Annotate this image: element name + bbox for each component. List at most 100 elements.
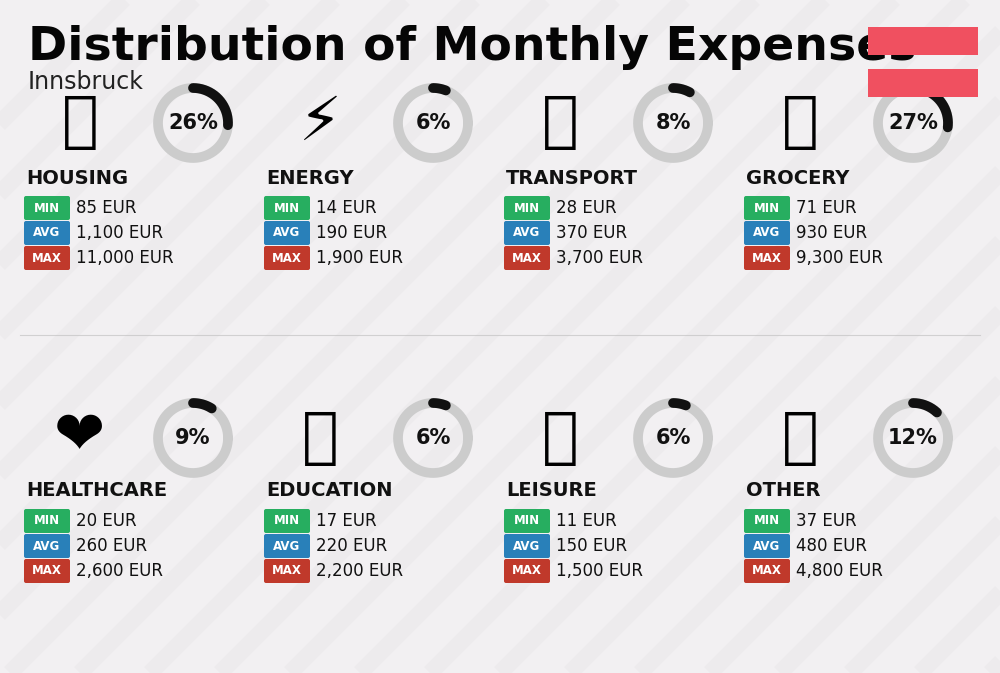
FancyBboxPatch shape <box>504 246 550 270</box>
Text: 370 EUR: 370 EUR <box>556 224 627 242</box>
FancyBboxPatch shape <box>504 559 550 583</box>
FancyBboxPatch shape <box>264 534 310 558</box>
Text: MIN: MIN <box>754 514 780 528</box>
FancyBboxPatch shape <box>868 69 978 97</box>
Text: 3,700 EUR: 3,700 EUR <box>556 249 643 267</box>
Text: 190 EUR: 190 EUR <box>316 224 387 242</box>
Text: 1,100 EUR: 1,100 EUR <box>76 224 163 242</box>
Text: MAX: MAX <box>272 565 302 577</box>
FancyBboxPatch shape <box>744 221 790 245</box>
Text: EDUCATION: EDUCATION <box>266 481 392 499</box>
FancyBboxPatch shape <box>504 196 550 220</box>
Text: 8%: 8% <box>655 113 691 133</box>
Text: 14 EUR: 14 EUR <box>316 199 377 217</box>
Text: HOUSING: HOUSING <box>26 168 128 188</box>
Text: AVG: AVG <box>753 227 781 240</box>
Text: Distribution of Monthly Expenses: Distribution of Monthly Expenses <box>28 25 916 70</box>
Text: AVG: AVG <box>273 540 301 553</box>
Text: OTHER: OTHER <box>746 481 820 499</box>
Text: AVG: AVG <box>33 540 61 553</box>
Text: 85 EUR: 85 EUR <box>76 199 136 217</box>
Text: 4,800 EUR: 4,800 EUR <box>796 562 883 580</box>
Text: 17 EUR: 17 EUR <box>316 512 377 530</box>
FancyBboxPatch shape <box>24 509 70 533</box>
Text: 71 EUR: 71 EUR <box>796 199 857 217</box>
FancyBboxPatch shape <box>744 196 790 220</box>
Text: AVG: AVG <box>513 540 541 553</box>
Text: MAX: MAX <box>272 252 302 264</box>
Text: AVG: AVG <box>513 227 541 240</box>
Text: 27%: 27% <box>888 113 938 133</box>
Text: 11 EUR: 11 EUR <box>556 512 617 530</box>
FancyBboxPatch shape <box>744 246 790 270</box>
Text: ENERGY: ENERGY <box>266 168 354 188</box>
FancyBboxPatch shape <box>24 196 70 220</box>
Text: 9,300 EUR: 9,300 EUR <box>796 249 883 267</box>
FancyBboxPatch shape <box>264 559 310 583</box>
Text: LEISURE: LEISURE <box>506 481 597 499</box>
Text: AVG: AVG <box>753 540 781 553</box>
Text: AVG: AVG <box>273 227 301 240</box>
Text: MIN: MIN <box>274 201 300 215</box>
Text: MAX: MAX <box>752 252 782 264</box>
Text: 🛒: 🛒 <box>782 94 818 153</box>
FancyBboxPatch shape <box>24 221 70 245</box>
FancyBboxPatch shape <box>504 534 550 558</box>
Text: 37 EUR: 37 EUR <box>796 512 857 530</box>
FancyBboxPatch shape <box>264 246 310 270</box>
Text: ❤️: ❤️ <box>54 409 106 468</box>
FancyBboxPatch shape <box>264 221 310 245</box>
Text: MIN: MIN <box>514 201 540 215</box>
FancyBboxPatch shape <box>744 559 790 583</box>
Text: HEALTHCARE: HEALTHCARE <box>26 481 167 499</box>
Text: 🚌: 🚌 <box>542 94 578 153</box>
FancyBboxPatch shape <box>264 509 310 533</box>
Text: 20 EUR: 20 EUR <box>76 512 137 530</box>
Text: 6%: 6% <box>655 428 691 448</box>
Text: GROCERY: GROCERY <box>746 168 849 188</box>
Text: 150 EUR: 150 EUR <box>556 537 627 555</box>
FancyBboxPatch shape <box>504 509 550 533</box>
Text: 930 EUR: 930 EUR <box>796 224 867 242</box>
FancyBboxPatch shape <box>504 221 550 245</box>
Text: Innsbruck: Innsbruck <box>28 70 144 94</box>
Text: 12%: 12% <box>888 428 938 448</box>
Text: 2,600 EUR: 2,600 EUR <box>76 562 163 580</box>
Text: 2,200 EUR: 2,200 EUR <box>316 562 403 580</box>
Text: MIN: MIN <box>274 514 300 528</box>
FancyBboxPatch shape <box>744 509 790 533</box>
FancyBboxPatch shape <box>24 534 70 558</box>
Text: 9%: 9% <box>175 428 211 448</box>
Text: MIN: MIN <box>754 201 780 215</box>
FancyBboxPatch shape <box>744 534 790 558</box>
FancyBboxPatch shape <box>24 559 70 583</box>
Text: 11,000 EUR: 11,000 EUR <box>76 249 174 267</box>
FancyBboxPatch shape <box>24 246 70 270</box>
Text: TRANSPORT: TRANSPORT <box>506 168 638 188</box>
Text: 6%: 6% <box>415 428 451 448</box>
Text: 🛍: 🛍 <box>542 409 578 468</box>
Text: MAX: MAX <box>32 565 62 577</box>
Text: MAX: MAX <box>512 252 542 264</box>
Text: MAX: MAX <box>512 565 542 577</box>
Text: ⚡: ⚡ <box>299 94 341 153</box>
Text: 1,500 EUR: 1,500 EUR <box>556 562 643 580</box>
Text: 👜: 👜 <box>782 409 818 468</box>
Text: 28 EUR: 28 EUR <box>556 199 617 217</box>
Text: MAX: MAX <box>32 252 62 264</box>
Text: MIN: MIN <box>34 201 60 215</box>
FancyBboxPatch shape <box>868 27 978 55</box>
Text: 🎓: 🎓 <box>302 409 338 468</box>
Text: 1,900 EUR: 1,900 EUR <box>316 249 403 267</box>
Text: AVG: AVG <box>33 227 61 240</box>
FancyBboxPatch shape <box>264 196 310 220</box>
Text: 6%: 6% <box>415 113 451 133</box>
Text: 🏙: 🏙 <box>62 94 98 153</box>
Text: MAX: MAX <box>752 565 782 577</box>
Text: MIN: MIN <box>34 514 60 528</box>
Text: 480 EUR: 480 EUR <box>796 537 867 555</box>
Text: 260 EUR: 260 EUR <box>76 537 147 555</box>
Text: 220 EUR: 220 EUR <box>316 537 387 555</box>
Text: 26%: 26% <box>168 113 218 133</box>
Text: MIN: MIN <box>514 514 540 528</box>
